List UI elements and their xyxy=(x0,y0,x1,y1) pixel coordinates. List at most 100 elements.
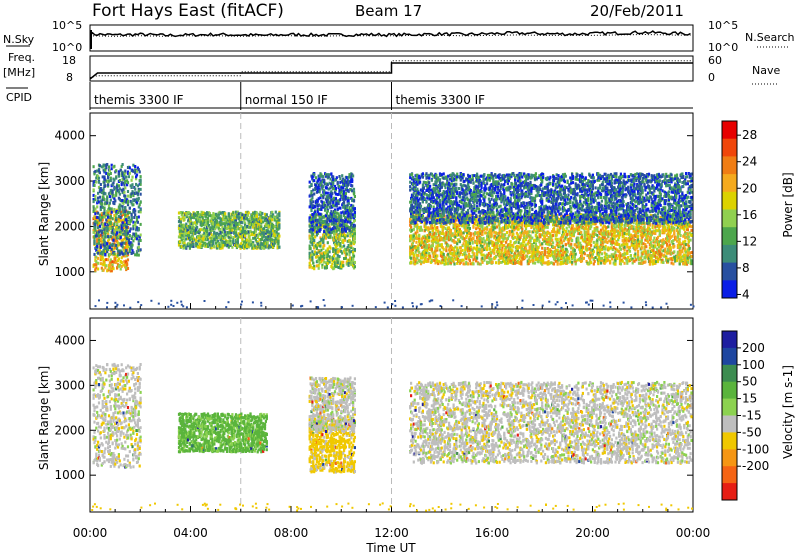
data-cell xyxy=(99,208,102,212)
data-cell xyxy=(349,232,352,235)
data-cell xyxy=(458,240,461,244)
data-cell xyxy=(236,222,239,226)
data-cell xyxy=(135,216,139,219)
data-cell xyxy=(124,213,127,217)
data-cell xyxy=(343,197,347,201)
data-cell xyxy=(476,251,479,255)
data-cell xyxy=(313,246,316,250)
data-cell xyxy=(130,192,133,196)
data-cell xyxy=(311,177,314,181)
data-cell xyxy=(475,259,478,263)
data-cell xyxy=(115,260,118,264)
data-cell xyxy=(344,250,347,254)
data-cell xyxy=(103,239,106,243)
data-cell xyxy=(330,230,333,234)
data-cell xyxy=(313,267,316,271)
data-cell xyxy=(120,164,123,168)
data-cell xyxy=(108,207,111,211)
data-cell xyxy=(199,239,202,243)
data-cell xyxy=(343,257,346,260)
data-cell xyxy=(99,245,102,249)
data-cell xyxy=(226,223,229,227)
data-cell xyxy=(455,252,458,256)
data-cell xyxy=(105,264,108,268)
data-cell xyxy=(126,183,129,187)
data-cell xyxy=(312,261,315,265)
data-cell xyxy=(479,223,482,227)
data-cell xyxy=(201,233,204,237)
data-cell xyxy=(109,215,112,219)
data-cell xyxy=(261,211,264,215)
data-cell xyxy=(106,163,109,166)
data-cell xyxy=(353,218,356,222)
data-cell xyxy=(109,222,112,226)
data-cell xyxy=(469,232,472,236)
data-cell xyxy=(419,225,423,229)
data-cell xyxy=(308,185,311,189)
data-cell xyxy=(448,248,451,252)
data-cell xyxy=(457,227,460,231)
data-cell xyxy=(353,248,356,251)
data-cell xyxy=(225,218,228,222)
data-cell xyxy=(319,183,322,187)
data-cell xyxy=(126,231,130,235)
data-cell xyxy=(443,262,446,266)
data-cell xyxy=(347,175,350,179)
data-cell xyxy=(273,241,276,245)
data-cell xyxy=(319,227,322,231)
data-cell xyxy=(114,239,117,243)
data-cell xyxy=(191,238,194,242)
data-cell xyxy=(224,226,227,230)
data-cell xyxy=(350,233,353,237)
data-cell xyxy=(119,236,122,240)
data-cell xyxy=(345,187,348,191)
data-cell xyxy=(205,219,208,223)
data-cell xyxy=(348,226,351,230)
data-cell xyxy=(135,169,139,173)
data-cell xyxy=(261,234,264,238)
data-cell xyxy=(316,199,319,203)
data-cell xyxy=(104,170,107,174)
data-cell xyxy=(511,226,514,230)
data-cell xyxy=(130,252,133,255)
data-cell xyxy=(218,216,221,220)
data-cell xyxy=(248,234,251,238)
data-cell xyxy=(315,252,318,256)
data-cell xyxy=(122,213,125,216)
data-cell xyxy=(428,235,431,239)
data-cell xyxy=(434,237,437,241)
data-cell xyxy=(120,260,123,264)
data-cell xyxy=(234,231,238,235)
data-cell xyxy=(131,175,134,179)
data-cell xyxy=(210,233,213,237)
data-cell xyxy=(335,202,338,205)
data-cell xyxy=(311,258,314,262)
data-cell xyxy=(486,261,490,264)
data-cell xyxy=(102,163,105,167)
data-cell xyxy=(97,230,101,234)
data-cell xyxy=(335,233,338,237)
data-cell xyxy=(505,240,508,244)
data-cell xyxy=(232,236,235,240)
data-cell xyxy=(425,260,428,263)
data-cell xyxy=(468,227,471,230)
data-cell xyxy=(497,239,500,243)
data-cell xyxy=(124,206,127,209)
data-cell xyxy=(126,258,130,262)
data-cell xyxy=(116,259,120,263)
data-cell xyxy=(139,248,142,252)
data-cell xyxy=(448,246,452,250)
data-cell xyxy=(263,218,267,222)
data-cell xyxy=(330,195,333,199)
data-cell xyxy=(134,209,137,213)
data-cell xyxy=(210,220,213,224)
data-cell xyxy=(335,211,338,215)
data-cell xyxy=(334,248,337,252)
data-cell xyxy=(473,254,476,258)
data-cell xyxy=(130,246,133,250)
data-cell xyxy=(214,215,217,219)
data-cell xyxy=(454,225,457,229)
data-cell xyxy=(348,248,351,252)
data-cell xyxy=(343,244,346,248)
data-cell xyxy=(107,248,110,251)
